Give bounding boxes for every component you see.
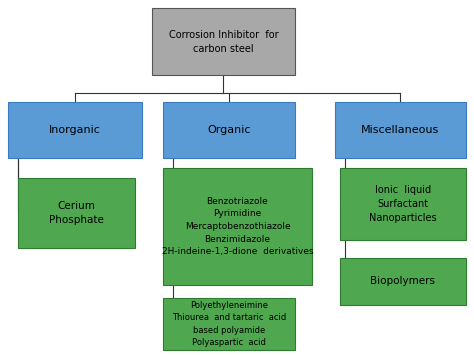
Text: Organic: Organic	[207, 125, 251, 135]
Text: Corrosion Inhibitor  for
carbon steel: Corrosion Inhibitor for carbon steel	[169, 29, 278, 54]
Text: Benzotriazole
Pyrimidine
Mercaptobenzothiazole
Benzimidazole
2H-indeine-1,3-dion: Benzotriazole Pyrimidine Mercaptobenzoth…	[162, 197, 313, 256]
FancyBboxPatch shape	[8, 102, 142, 158]
FancyBboxPatch shape	[163, 102, 295, 158]
Text: Cerium
Phosphate: Cerium Phosphate	[49, 201, 104, 225]
FancyBboxPatch shape	[163, 168, 312, 285]
FancyBboxPatch shape	[340, 168, 466, 240]
FancyBboxPatch shape	[152, 8, 295, 75]
FancyBboxPatch shape	[340, 258, 466, 305]
Text: Miscellaneous: Miscellaneous	[361, 125, 439, 135]
Text: Biopolymers: Biopolymers	[371, 277, 436, 286]
FancyBboxPatch shape	[18, 178, 135, 248]
FancyBboxPatch shape	[335, 102, 466, 158]
Text: Ionic  liquid
Surfactant
Nanoparticles: Ionic liquid Surfactant Nanoparticles	[369, 185, 437, 223]
FancyBboxPatch shape	[163, 298, 295, 350]
Text: Polyethyleneimine
Thiourea  and tartaric  acid
based polyamide
Polyaspartic  aci: Polyethyleneimine Thiourea and tartaric …	[172, 301, 286, 347]
Text: Inorganic: Inorganic	[49, 125, 101, 135]
